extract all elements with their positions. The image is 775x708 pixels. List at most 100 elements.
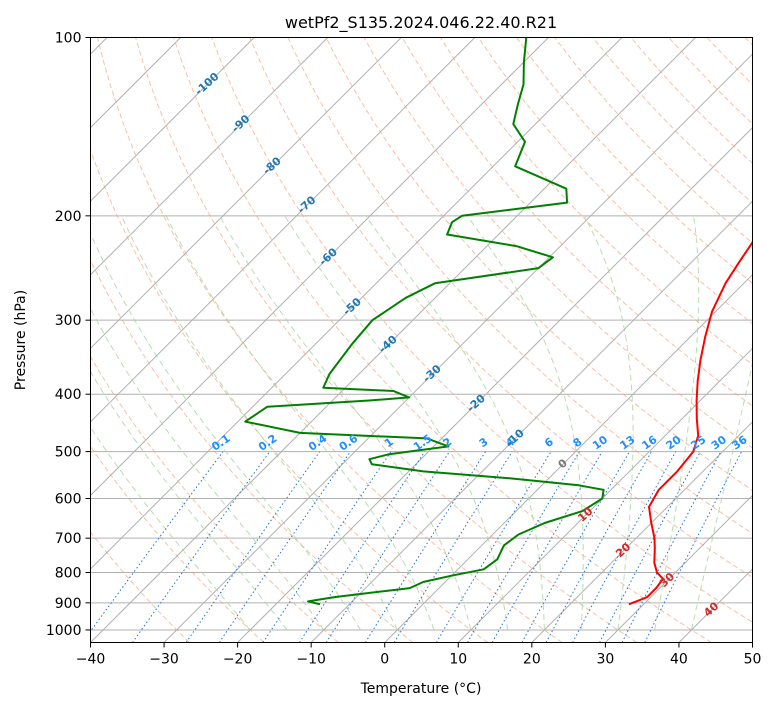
isotherm-line [457,347,753,643]
y-tick-label: 200 [55,209,82,225]
isotherm-line [90,37,476,423]
isotherm-line [90,37,696,643]
moist-adiabat-line [90,426,251,631]
mixing-ratio-label: 3 [477,435,491,450]
dry-adiabat-line [477,37,753,325]
isotherm-line [531,421,753,643]
isotherm-line [752,641,753,643]
mixing-ratio-line [185,451,321,643]
y-tick-label: 400 [55,387,82,403]
mixing-ratio-line [572,451,677,643]
mixing-ratio-line [644,451,743,643]
dry-adiabat-line [439,37,753,366]
x-tick-label: 50 [744,652,762,668]
moist-adiabat-line [90,232,361,631]
mixing-ratio-label: 13 [617,433,637,452]
y-tick-label: 1000 [46,623,82,639]
y-axis-ticks: 100 200 300 400 500 600 700 800 900 1000 [46,31,91,639]
background-lines [90,37,753,643]
mixing-ratio-label: 10 [590,433,610,453]
dry-adiabat-line [135,37,637,643]
mixing-ratio-line [218,451,351,643]
x-tick-label: 10 [449,652,467,668]
dry-adiabat-line [706,37,753,86]
dry-adiabat-line [249,37,753,579]
mixing-ratio-label: 16 [639,433,659,453]
mixing-ratio-line [599,451,701,643]
moist-adiabat-line [121,215,398,631]
isotherm-line [90,37,402,349]
mixing-ratio-line [545,451,652,643]
y-axis-title: Pressure (hPa) [13,290,29,390]
moist-adiabat-line [284,215,509,630]
x-tick-label: 40 [670,652,688,668]
isotherm-line [163,53,753,643]
mixing-ratio-line [262,451,392,643]
isotherm-line [90,37,549,497]
isotherm-line [384,274,753,643]
y-tick-label: 300 [55,313,82,329]
dry-adiabat-line [630,37,753,164]
y-tick-label: 600 [55,492,82,508]
moist-adiabat-line [691,360,753,631]
mixing-ratio-line [393,451,513,643]
y-tick-label: 800 [55,566,82,582]
mixing-ratio-line [132,451,271,643]
isotherm-line [90,37,255,202]
isotherm-line [678,568,753,643]
x-tick-label: −20 [223,652,253,668]
y-tick-label: 900 [55,596,82,612]
dry-adiabat-line [173,37,712,643]
x-tick-label: −10 [296,652,326,668]
mixing-ratio-label: 0.2 [256,432,279,454]
dry-adiabat-line [668,37,753,125]
mixing-ratio-label: 6 [542,435,556,450]
chart-title: wetPf2_S135.2024.046.22.40.R21 [285,13,557,33]
x-tick-label: 20 [523,652,541,668]
dry-adiabat-line [96,37,563,643]
moist-adiabat-line [90,307,325,631]
dewpoint-profile-line [244,37,605,606]
mixing-ratio-line [298,451,426,643]
isotherm-line [90,37,329,276]
mixing-ratio-label: 25 [688,433,708,452]
y-tick-label: 700 [55,531,82,547]
dry-adiabat-line [516,37,753,284]
dry-adiabat-line [744,37,753,46]
moist-adiabat-line [583,215,634,630]
moist-adiabat-line [654,215,700,631]
x-tick-label: 0 [380,652,389,668]
profiles [244,37,753,606]
dry-adiabat-line [211,37,753,623]
x-tick-label: 30 [596,652,614,668]
dry-adiabat-line [554,37,753,244]
mixing-ratio-label: 30 [709,433,729,453]
moist-adiabat-line [466,215,584,630]
x-tick-label: −30 [149,652,179,668]
dry-adiabat-line [90,259,414,643]
y-tick-label: 500 [55,445,82,461]
dry-adiabat-line [90,148,488,643]
x-axis-ticks: −40 −30 −20 −10 0 10 20 30 40 50 [76,642,762,668]
x-axis-title: Temperature (°C) [360,681,482,697]
plot-frame [90,37,753,643]
moist-adiabat-line [365,215,545,630]
isotherm-line [605,494,753,643]
isotherm-line [237,126,753,643]
mixing-ratio-line [521,451,630,643]
dry-adiabat-line [325,37,753,492]
x-tick-label: −40 [76,652,106,668]
dry-adiabat-line [90,531,190,643]
mixing-ratio-line [90,451,224,633]
temperature-profile-line [628,240,753,606]
dry-adiabat-line [90,355,339,643]
mixing-ratio-line [325,451,450,643]
moist-adiabat-line [165,215,435,631]
moist-adiabat-line [219,215,472,631]
isotherm-line [90,37,623,570]
dry-adiabat-line [90,445,265,643]
line-labels: 0.1 0.2 0.4 0.6 1 1.5 2 3 4 6 8 10 13 16 20 25 30 36-100-… [192,70,749,620]
mixing-ratio-label: 20 [664,433,684,453]
y-tick-label: 100 [55,31,82,47]
